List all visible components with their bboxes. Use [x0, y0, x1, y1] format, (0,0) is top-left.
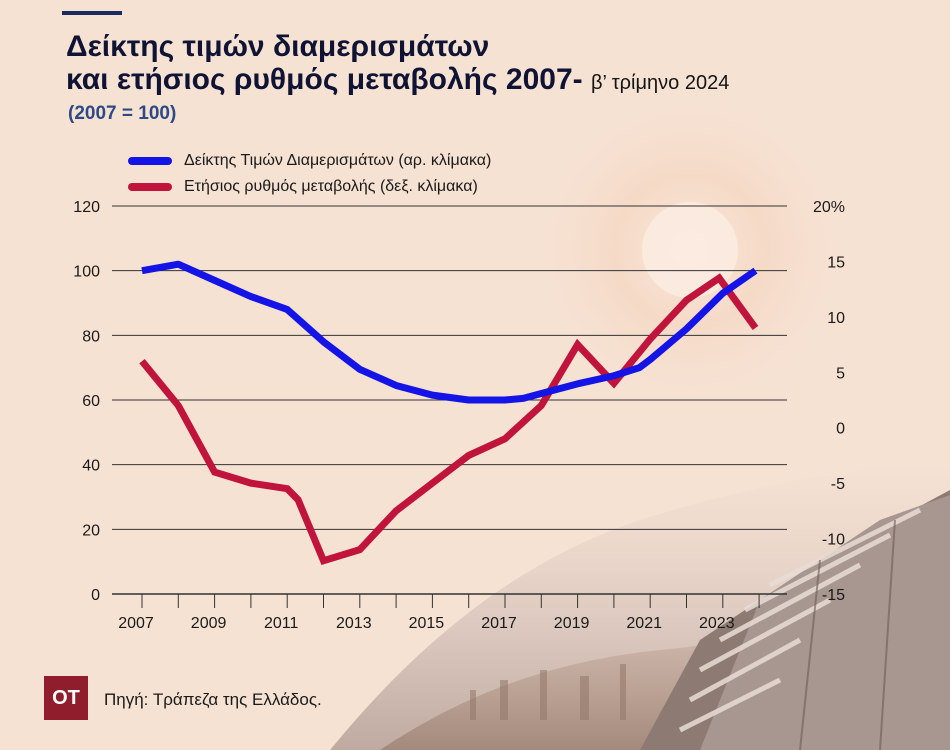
legend-swatch-change	[128, 183, 172, 191]
y-right-tick-label: 0	[836, 421, 845, 438]
title-main: και ετήσιος ρυθμός μεταβολής 2007-	[66, 63, 583, 96]
legend-item-change: Ετήσιος ρυθμός μεταβολής (δεξ. κλίμακα)	[128, 174, 491, 200]
y-right-tick-label: -10	[822, 532, 845, 549]
header-rule	[62, 11, 122, 15]
series-line-price-index	[141, 260, 758, 404]
title-line-2: και ετήσιος ρυθμός μεταβολής 2007- β’ τρ…	[66, 63, 729, 100]
x-tick-label: 2013	[336, 615, 372, 632]
x-tick-label: 2021	[626, 615, 662, 632]
source-note: Πηγή: Τράπεζα της Ελλάδος.	[104, 690, 322, 709]
title-line-1: Δείκτης τιμών διαμερισμάτων	[66, 30, 490, 63]
x-tick-label: 2023	[699, 615, 735, 632]
y-left-tick-label: 60	[82, 393, 100, 410]
y-left-tick-label: 80	[82, 328, 100, 345]
y-left-tick-label: 20	[82, 522, 100, 539]
x-tick-label: 2007	[118, 615, 154, 632]
y-left-tick-label: 40	[82, 458, 100, 475]
base-year-note: (2007 = 100)	[68, 103, 177, 124]
chart-title: Δείκτης τιμών διαμερισμάτων και ετήσιος …	[66, 30, 729, 100]
y-right-tick-label: -5	[831, 476, 845, 493]
y-left-tick-label: 100	[73, 264, 100, 281]
x-tick-label: 2017	[481, 615, 517, 632]
legend-swatch-index	[128, 157, 172, 165]
legend-item-index: Δείκτης Τιμών Διαμερισμάτων (αρ. κλίμακα…	[128, 148, 491, 174]
legend-label-change: Ετήσιος ρυθμός μεταβολής (δεξ. κλίμακα)	[184, 178, 478, 195]
x-tick-label: 2009	[191, 615, 227, 632]
series-line-annual-change	[139, 273, 759, 566]
building-silhouette	[640, 490, 950, 750]
title-period: β’ τρίμηνο 2024	[591, 72, 730, 94]
y-right-tick-label: -15	[822, 587, 845, 604]
legend: Δείκτης Τιμών Διαμερισμάτων (αρ. κλίμακα…	[128, 148, 491, 200]
x-tick-label: 2011	[264, 615, 299, 632]
x-tick-label: 2019	[554, 615, 590, 632]
y-right-tick-label: 15	[827, 254, 845, 271]
ot-logo: ΟΤ	[44, 676, 88, 720]
legend-label-index: Δείκτης Τιμών Διαμερισμάτων (αρ. κλίμακα…	[184, 152, 492, 169]
x-tick-label: 2015	[409, 615, 445, 632]
y-right-tick-label: 5	[836, 365, 845, 382]
y-left-tick-label: 0	[91, 587, 100, 604]
y-left-tick-label: 120	[73, 199, 100, 216]
y-right-tick-label: 10	[827, 310, 845, 327]
y-right-tick-label: 20%	[813, 199, 845, 216]
